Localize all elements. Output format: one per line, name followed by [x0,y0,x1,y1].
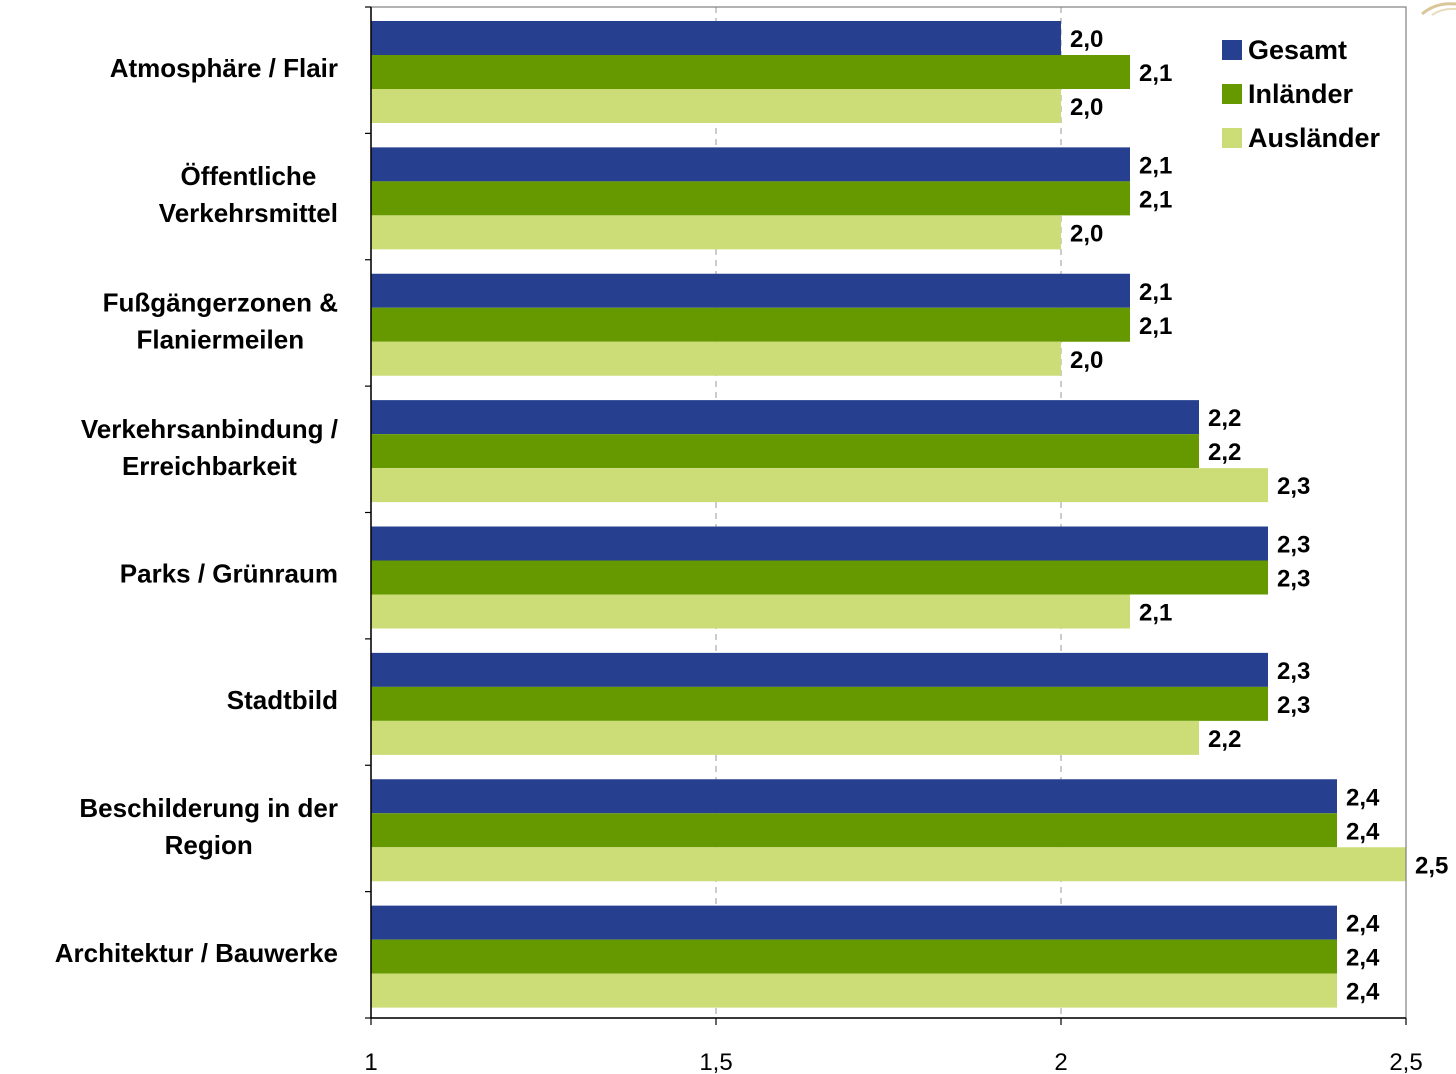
value-label-gesamt-2: 2,1 [1139,279,1172,306]
category-label-line: Erreichbarkeit [122,451,297,481]
bar-ausländer-7 [371,973,1337,1008]
bar-inländer-2 [371,307,1130,342]
category-labels: Atmosphäre / Flair Öffentliche Verkehrsmit… [55,53,338,968]
value-label-inländer-5: 2,3 [1277,692,1310,719]
category-label-line: Fußgängerzonen & [103,287,338,317]
category-label-line: Beschilderung in der [79,793,338,823]
category-label-6: Beschilderung in der Region [79,793,338,860]
value-label-inländer-6: 2,4 [1346,818,1380,845]
bar-ausländer-2 [371,341,1061,376]
bar-gesamt-6 [371,779,1337,814]
category-label-line: Architektur / Bauwerke [55,938,338,968]
bar-inländer-0 [371,55,1130,89]
value-label-inländer-7: 2,4 [1346,945,1380,972]
value-label-inländer-3: 2,2 [1208,439,1241,466]
value-label-ausländer-7: 2,4 [1346,979,1380,1006]
category-label-line: Atmosphäre / Flair [110,53,338,83]
bar-gesamt-5 [371,652,1268,687]
bar-inländer-6 [371,813,1337,848]
value-labels: 2,0 2,1 2,0 2,1 2,1 2,0 2,1 2,1 2,0 2,2 2,2 2,3 2,3 2… [1070,26,1448,1006]
legend-label-inländer: Inländer [1248,79,1354,109]
bar-ausländer-6 [371,847,1406,882]
bar-inländer-4 [371,560,1268,595]
value-label-gesamt-6: 2,4 [1346,784,1380,811]
bar-inländer-5 [371,686,1268,721]
category-label-1: Öffentliche Verkehrsmittel [159,161,338,228]
bar-ausländer-0 [371,89,1061,123]
corner-logo-fragment [1421,2,1456,16]
value-label-gesamt-0: 2,0 [1070,26,1103,53]
bar-ausländer-1 [371,215,1061,250]
category-label-line: Flaniermeilen [136,324,304,354]
value-label-ausländer-2: 2,0 [1070,347,1103,374]
bars [371,21,1406,1008]
value-label-inländer-2: 2,1 [1139,313,1172,340]
category-label-4: Parks / Grünraum [120,559,338,589]
category-label-0: Atmosphäre / Flair [110,53,338,83]
value-label-ausländer-1: 2,0 [1070,220,1103,247]
value-label-gesamt-7: 2,4 [1346,911,1380,938]
bar-gesamt-0 [371,21,1061,55]
bar-ausländer-4 [371,594,1130,629]
bar-gesamt-7 [371,905,1337,940]
value-label-inländer-4: 2,3 [1277,566,1310,593]
category-label-line: Region [165,830,253,860]
bar-gesamt-1 [371,147,1130,182]
value-label-ausländer-5: 2,2 [1208,726,1241,753]
legend: Gesamt Inländer Ausländer [1222,35,1381,153]
value-label-gesamt-5: 2,3 [1277,658,1310,685]
x-tick-label-3: 2,5 [1389,1049,1422,1074]
category-label-5: Stadtbild [227,685,338,715]
category-label-3: Verkehrsanbindung / Erreichbarkeit [81,414,338,481]
value-label-gesamt-3: 2,2 [1208,405,1241,432]
legend-label-gesamt: Gesamt [1248,35,1347,65]
bar-inländer-3 [371,434,1199,469]
value-label-inländer-1: 2,1 [1139,186,1172,213]
bar-ausländer-3 [371,468,1268,503]
x-tick-label-1: 1,5 [699,1049,732,1074]
category-label-line: Stadtbild [227,685,338,715]
legend-label-ausländer: Ausländer [1248,123,1381,153]
value-label-ausländer-0: 2,0 [1070,94,1103,121]
value-label-ausländer-3: 2,3 [1277,473,1310,500]
x-tick-labels: 1 1,5 2 2,5 [364,1049,1422,1074]
x-tick-label-2: 2 [1054,1049,1067,1074]
legend-swatch-gesamt [1222,40,1242,60]
bar-inländer-1 [371,181,1130,216]
value-label-inländer-0: 2,1 [1139,60,1172,87]
category-label-line: Öffentliche [180,161,316,191]
value-label-gesamt-4: 2,3 [1277,532,1310,559]
bar-gesamt-4 [371,526,1268,561]
bar-inländer-7 [371,939,1337,974]
category-label-line: Verkehrsanbindung / [81,414,338,444]
category-label-line: Parks / Grünraum [120,559,338,589]
value-label-gesamt-1: 2,1 [1139,152,1172,179]
category-label-7: Architektur / Bauwerke [55,938,338,968]
category-label-2: Fußgängerzonen & Flaniermeilen [103,287,338,354]
x-tick-label-0: 1 [364,1049,377,1074]
bar-gesamt-2 [371,273,1130,308]
bar-gesamt-3 [371,400,1199,435]
bar-ausländer-5 [371,720,1199,755]
axes [365,6,1407,1025]
category-label-line: Verkehrsmittel [159,198,338,228]
value-label-ausländer-6: 2,5 [1415,852,1448,879]
value-label-ausländer-4: 2,1 [1139,600,1172,627]
legend-swatch-ausländer [1222,128,1242,148]
legend-swatch-inländer [1222,84,1242,104]
